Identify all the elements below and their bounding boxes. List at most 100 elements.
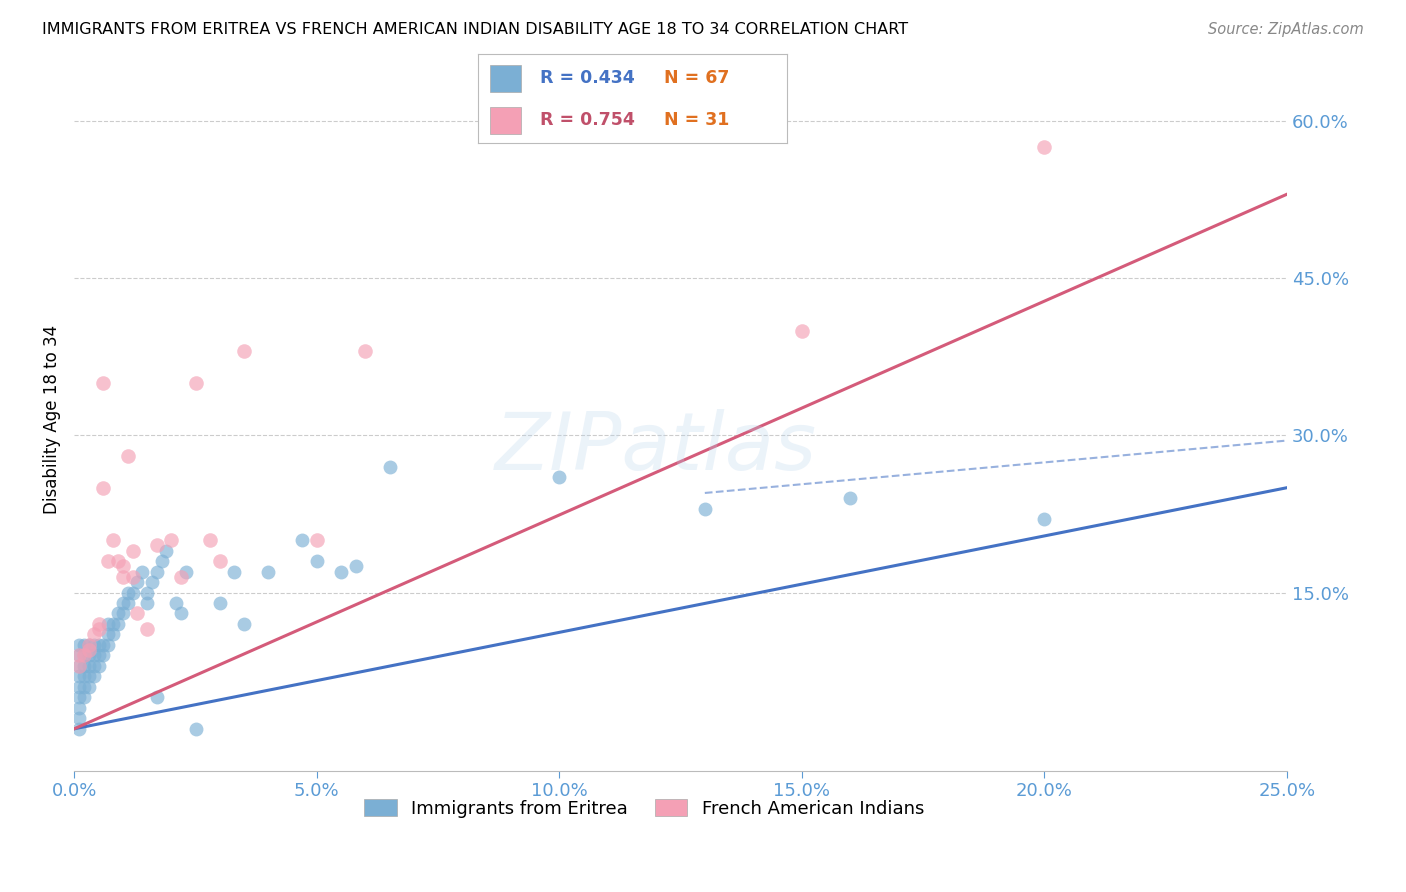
Point — [67, 638, 90, 652]
Point — [224, 565, 246, 579]
Point — [77, 638, 100, 652]
FancyBboxPatch shape — [491, 65, 522, 92]
Point — [305, 554, 328, 568]
Point — [117, 450, 139, 464]
Point — [127, 607, 149, 621]
Point — [97, 627, 120, 641]
Point — [77, 680, 100, 694]
Point — [184, 376, 207, 390]
Point — [83, 669, 105, 683]
Point — [93, 648, 115, 663]
Point — [111, 607, 134, 621]
Point — [83, 648, 105, 663]
Point — [790, 324, 813, 338]
Point — [839, 491, 862, 506]
Point — [184, 722, 207, 736]
Text: R = 0.754: R = 0.754 — [540, 112, 634, 129]
Legend: Immigrants from Eritrea, French American Indians: Immigrants from Eritrea, French American… — [357, 792, 931, 825]
Point — [107, 617, 129, 632]
Point — [174, 565, 197, 579]
Point — [83, 659, 105, 673]
Point — [83, 638, 105, 652]
Point — [101, 533, 124, 548]
Point — [208, 554, 231, 568]
Point — [73, 648, 96, 663]
Point — [107, 554, 129, 568]
Point — [93, 638, 115, 652]
Point — [170, 607, 193, 621]
Point — [67, 648, 90, 663]
Point — [101, 627, 124, 641]
Point — [121, 543, 143, 558]
Point — [77, 638, 100, 652]
Point — [1033, 512, 1056, 526]
Point — [136, 622, 159, 636]
Point — [354, 344, 377, 359]
Point — [150, 554, 173, 568]
Point — [208, 596, 231, 610]
Point — [73, 638, 96, 652]
Point — [73, 669, 96, 683]
Point — [87, 617, 110, 632]
Point — [117, 596, 139, 610]
Point — [77, 669, 100, 683]
Point — [67, 648, 90, 663]
Point — [257, 565, 280, 579]
Point — [136, 585, 159, 599]
Point — [141, 575, 163, 590]
Point — [87, 622, 110, 636]
Y-axis label: Disability Age 18 to 34: Disability Age 18 to 34 — [44, 325, 60, 514]
Point — [117, 585, 139, 599]
Point — [101, 617, 124, 632]
Point — [73, 648, 96, 663]
Text: ZIPatlas: ZIPatlas — [495, 409, 817, 487]
Point — [77, 643, 100, 657]
Point — [121, 570, 143, 584]
Point — [1033, 140, 1056, 154]
Text: Source: ZipAtlas.com: Source: ZipAtlas.com — [1208, 22, 1364, 37]
Point — [165, 596, 187, 610]
Point — [693, 501, 716, 516]
Point — [305, 533, 328, 548]
Point — [233, 617, 256, 632]
Point — [67, 680, 90, 694]
Point — [67, 701, 90, 715]
Point — [121, 585, 143, 599]
Text: N = 67: N = 67 — [664, 70, 728, 87]
Point — [111, 559, 134, 574]
Point — [93, 481, 115, 495]
Point — [291, 533, 314, 548]
Point — [107, 607, 129, 621]
Point — [83, 627, 105, 641]
Point — [127, 575, 149, 590]
Point — [67, 722, 90, 736]
Point — [155, 543, 177, 558]
Point — [233, 344, 256, 359]
Point — [87, 659, 110, 673]
Point — [145, 565, 167, 579]
Point — [97, 554, 120, 568]
Point — [87, 648, 110, 663]
Point — [378, 459, 401, 474]
Point — [160, 533, 183, 548]
Point — [67, 711, 90, 725]
FancyBboxPatch shape — [491, 107, 522, 134]
Point — [67, 659, 90, 673]
Point — [87, 638, 110, 652]
Point — [131, 565, 153, 579]
Point — [145, 538, 167, 552]
Point — [97, 617, 120, 632]
Point — [73, 690, 96, 705]
Point — [170, 570, 193, 584]
Point — [344, 559, 367, 574]
Point — [67, 690, 90, 705]
Point — [198, 533, 221, 548]
Point — [73, 680, 96, 694]
Point — [111, 570, 134, 584]
Text: IMMIGRANTS FROM ERITREA VS FRENCH AMERICAN INDIAN DISABILITY AGE 18 TO 34 CORREL: IMMIGRANTS FROM ERITREA VS FRENCH AMERIC… — [42, 22, 908, 37]
Text: N = 31: N = 31 — [664, 112, 728, 129]
Text: R = 0.434: R = 0.434 — [540, 70, 634, 87]
Point — [93, 376, 115, 390]
Point — [111, 596, 134, 610]
Point — [77, 659, 100, 673]
